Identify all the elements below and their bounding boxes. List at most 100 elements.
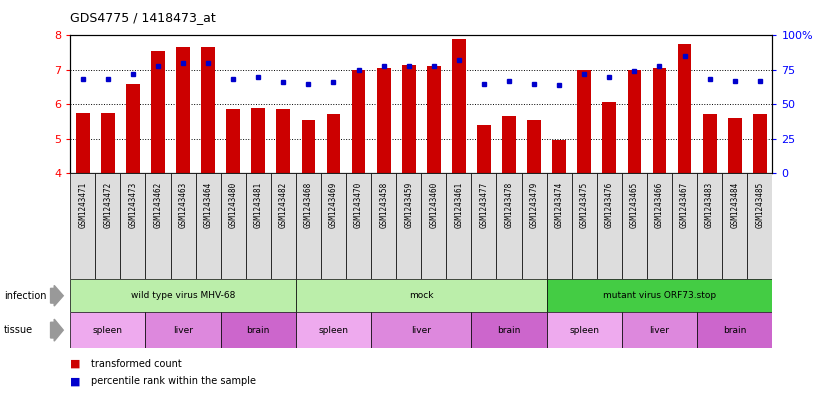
Bar [126, 84, 140, 173]
Text: GSM1243466: GSM1243466 [655, 182, 664, 228]
Bar [602, 103, 616, 173]
Text: GSM1243468: GSM1243468 [304, 182, 313, 228]
Bar [226, 109, 240, 173]
Text: GSM1243467: GSM1243467 [680, 182, 689, 228]
Bar [202, 48, 215, 173]
Bar [145, 312, 221, 348]
Text: GSM1243470: GSM1243470 [354, 182, 363, 228]
Bar [371, 173, 396, 279]
Text: spleen: spleen [569, 326, 599, 334]
Bar [427, 66, 441, 173]
Text: GSM1243477: GSM1243477 [479, 182, 488, 228]
Bar [752, 114, 767, 173]
Bar [396, 173, 421, 279]
Bar [221, 312, 296, 348]
Bar [577, 70, 591, 173]
Bar [672, 173, 697, 279]
Bar [101, 113, 115, 173]
Text: GSM1243460: GSM1243460 [430, 182, 439, 228]
Bar [176, 48, 190, 173]
Bar [622, 312, 697, 348]
Bar [421, 173, 446, 279]
Bar [521, 173, 547, 279]
Text: percentile rank within the sample: percentile rank within the sample [91, 376, 256, 386]
Bar [472, 312, 547, 348]
Bar [502, 116, 516, 173]
Text: GSM1243469: GSM1243469 [329, 182, 338, 228]
Bar [628, 70, 641, 173]
Bar [296, 279, 547, 312]
Bar [703, 114, 716, 173]
Bar [547, 312, 622, 348]
Bar [748, 173, 772, 279]
Bar [296, 173, 321, 279]
Text: transformed count: transformed count [91, 358, 182, 369]
Bar [677, 44, 691, 173]
Text: ■: ■ [70, 358, 81, 369]
Text: liver: liver [173, 326, 193, 334]
Text: mutant virus ORF73.stop: mutant virus ORF73.stop [603, 291, 716, 300]
FancyArrow shape [50, 319, 64, 341]
Text: GSM1243479: GSM1243479 [529, 182, 539, 228]
Bar [597, 173, 622, 279]
Bar [722, 173, 748, 279]
Text: spleen: spleen [319, 326, 349, 334]
Text: brain: brain [497, 326, 520, 334]
Text: infection: infection [4, 291, 46, 301]
Text: GSM1243473: GSM1243473 [128, 182, 137, 228]
Text: GSM1243483: GSM1243483 [705, 182, 714, 228]
Text: GSM1243471: GSM1243471 [78, 182, 88, 228]
Bar [76, 113, 90, 173]
Bar [647, 173, 672, 279]
Text: GSM1243462: GSM1243462 [154, 182, 163, 228]
Bar [547, 173, 572, 279]
Text: wild type virus MHV-68: wild type virus MHV-68 [131, 291, 235, 300]
Bar [572, 173, 597, 279]
Bar [70, 173, 95, 279]
Text: GDS4775 / 1418473_at: GDS4775 / 1418473_at [70, 11, 216, 24]
Bar [326, 114, 340, 173]
Text: brain: brain [247, 326, 270, 334]
Text: GSM1243475: GSM1243475 [580, 182, 589, 228]
Bar [401, 64, 415, 173]
Text: GSM1243463: GSM1243463 [178, 182, 188, 228]
Bar [547, 279, 772, 312]
Text: liver: liver [411, 326, 431, 334]
Bar [70, 279, 296, 312]
Bar [246, 173, 271, 279]
Text: GSM1243481: GSM1243481 [254, 182, 263, 228]
Bar [321, 173, 346, 279]
Bar [697, 312, 772, 348]
Text: GSM1243476: GSM1243476 [605, 182, 614, 228]
Bar [346, 173, 371, 279]
Bar [145, 173, 170, 279]
Text: mock: mock [409, 291, 434, 300]
FancyArrow shape [50, 285, 64, 306]
Bar [446, 173, 472, 279]
Bar [622, 173, 647, 279]
Text: GSM1243478: GSM1243478 [505, 182, 514, 228]
Bar [251, 108, 265, 173]
Bar [121, 173, 145, 279]
Text: GSM1243482: GSM1243482 [279, 182, 287, 228]
Text: tissue: tissue [4, 325, 33, 335]
Text: GSM1243458: GSM1243458 [379, 182, 388, 228]
Bar [728, 118, 742, 173]
Text: GSM1243461: GSM1243461 [454, 182, 463, 228]
Bar [452, 39, 466, 173]
Text: GSM1243472: GSM1243472 [103, 182, 112, 228]
Bar [196, 173, 221, 279]
Bar [352, 70, 365, 173]
Bar [527, 119, 541, 173]
Bar [170, 173, 196, 279]
Bar [477, 125, 491, 173]
Text: brain: brain [723, 326, 747, 334]
Text: spleen: spleen [93, 326, 123, 334]
Text: ■: ■ [70, 376, 81, 386]
Text: GSM1243474: GSM1243474 [555, 182, 563, 228]
Text: liver: liver [649, 326, 669, 334]
Bar [151, 51, 165, 173]
Bar [553, 140, 566, 173]
Bar [496, 173, 521, 279]
Text: GSM1243465: GSM1243465 [630, 182, 638, 228]
